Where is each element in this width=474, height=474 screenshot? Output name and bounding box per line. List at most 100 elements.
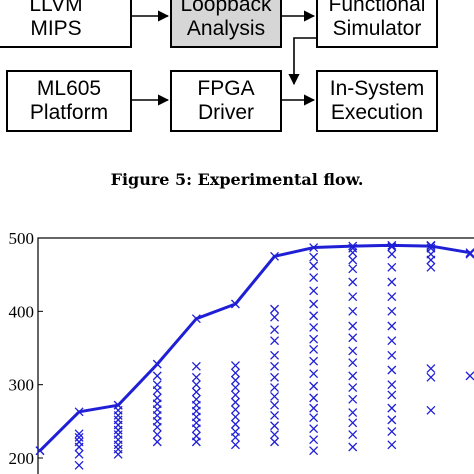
scatter-point	[348, 383, 358, 393]
line-point	[152, 359, 162, 369]
scatter-point	[348, 418, 358, 428]
scatter-point	[74, 437, 84, 447]
scatter-point	[387, 277, 397, 287]
scatter-point	[152, 430, 162, 439]
scatter-point	[152, 437, 162, 447]
ml605-platform-line1: ML605	[36, 77, 102, 100]
scatter-point	[191, 431, 201, 441]
scatter-point	[387, 292, 397, 302]
line-point	[348, 241, 358, 251]
scatter-point	[348, 333, 358, 343]
scatter-point	[191, 380, 201, 390]
scatter-point	[309, 356, 319, 366]
scatter-point	[309, 323, 319, 332]
scatter-point	[270, 383, 280, 393]
scatter-point	[230, 412, 240, 422]
scatter-point	[270, 325, 280, 335]
scatter-point	[309, 393, 319, 403]
loopback-analysis-line1: Loopback	[180, 0, 272, 16]
scatter-point	[348, 292, 358, 302]
scatter-point	[309, 311, 319, 321]
line-point	[74, 407, 84, 417]
scatter-point	[465, 371, 474, 381]
scatter-point	[270, 391, 280, 401]
scatter-point	[387, 249, 397, 259]
scatter-point	[230, 440, 240, 450]
line-point	[309, 243, 319, 252]
scatter-point	[74, 433, 84, 442]
scatter-point	[348, 277, 358, 287]
fpga-driver-box: FPGA Driver	[170, 70, 282, 132]
scatter-point	[270, 400, 280, 410]
scatter-point	[113, 444, 123, 454]
scatter-point	[270, 421, 280, 431]
scatter-point	[348, 248, 358, 258]
scatter-point	[74, 460, 84, 470]
scatter-point	[348, 321, 358, 331]
scatter-point	[348, 442, 358, 452]
scatter-point	[309, 299, 319, 309]
scatter-point	[270, 361, 280, 371]
scatter-point	[387, 336, 397, 346]
scatter-point	[348, 371, 358, 381]
ml605-platform-box: ML605 Platform	[6, 70, 132, 132]
functional-simulator-box: Functional Simulator	[316, 0, 438, 48]
scatter-point	[309, 413, 319, 423]
scatter-point	[191, 361, 201, 371]
scatter-point	[191, 394, 201, 404]
scatter-point	[309, 369, 319, 379]
scatter-point	[426, 372, 436, 382]
scatter-point	[230, 427, 240, 437]
scatter-point	[230, 390, 240, 400]
scatter-point	[348, 394, 358, 404]
scatter-point	[270, 372, 280, 382]
scatter-point	[230, 361, 240, 371]
scatter-point	[191, 372, 201, 382]
scatter-point	[270, 304, 280, 314]
scatter-point	[309, 252, 319, 262]
scatter-point	[387, 415, 397, 425]
line-point	[270, 251, 280, 261]
scatter-point	[74, 429, 84, 439]
max-line-series	[38, 243, 471, 452]
line-point	[113, 400, 123, 410]
fpga-driver-line2: Driver	[198, 101, 254, 124]
in-system-execution-line2: Execution	[330, 101, 424, 124]
y-tick-label: 500	[9, 229, 35, 248]
y-tick-label: 200	[9, 449, 35, 468]
scatter-point	[426, 262, 436, 272]
line-point	[35, 446, 45, 456]
scatter-point	[309, 381, 319, 391]
scatter-point	[230, 419, 240, 429]
functional-simulator-line2: Simulator	[332, 17, 422, 40]
in-system-execution-line1: In-System	[329, 77, 425, 100]
figure-caption: Figure 5: Experimental flow.	[110, 170, 364, 189]
scatter-point	[113, 415, 123, 425]
scatter-point	[309, 446, 319, 456]
scatter-point	[270, 437, 280, 447]
flow-arrows	[132, 10, 318, 106]
scatter-point	[387, 365, 397, 375]
line-point	[191, 314, 201, 324]
scatter-point	[348, 408, 358, 417]
in-system-execution-box: In-System Execution	[316, 70, 438, 132]
y-tick-label: 300	[9, 376, 35, 395]
scatter-point	[348, 430, 358, 439]
y-tick-label: 400	[9, 302, 35, 321]
scatter-point	[191, 387, 201, 397]
scatter-point	[230, 383, 240, 393]
scatter-point	[309, 424, 319, 434]
scatter-point	[426, 364, 436, 373]
line-point	[465, 248, 474, 258]
scatter-point	[270, 430, 280, 439]
loopback-analysis-box: Loopback Analysis	[170, 0, 282, 48]
scatter-point	[309, 435, 319, 445]
scatter-point	[270, 336, 280, 346]
scatter-point	[270, 411, 280, 420]
scatter-point	[348, 306, 358, 316]
scatter-point	[348, 358, 358, 368]
scatter-point	[387, 380, 397, 390]
scatter-point	[152, 371, 162, 381]
